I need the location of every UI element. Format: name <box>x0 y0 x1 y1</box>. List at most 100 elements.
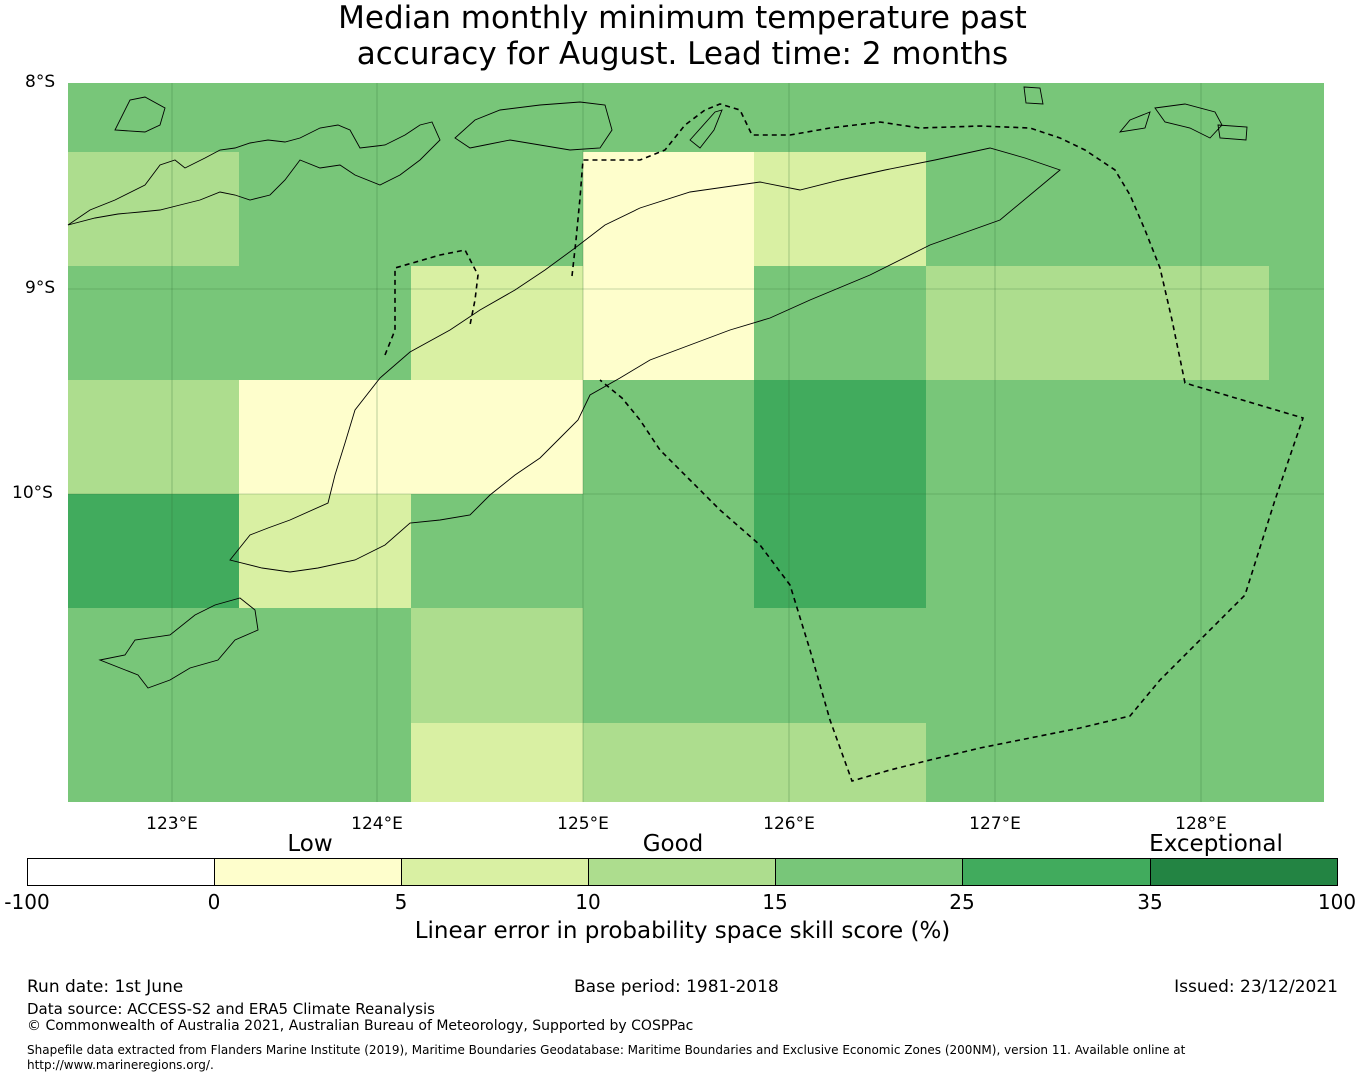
colorbar-segment-35-100 <box>1151 859 1337 885</box>
colorbar-tick-35: 35 <box>1137 890 1163 914</box>
data-source: Data source: ACCESS-S2 and ERA5 Climate … <box>27 1000 435 1018</box>
colorbar-segment-10-15 <box>589 859 776 885</box>
skill-cell <box>1098 723 1269 802</box>
skill-cell <box>926 494 1098 608</box>
lat-label-9s: 9°S <box>25 278 56 298</box>
colorbar-tick-25: 25 <box>949 890 975 914</box>
copyright-notice: © Commonwealth of Australia 2021, Austra… <box>27 1018 694 1034</box>
skill-cell <box>1269 608 1324 723</box>
skill-cell <box>239 266 411 380</box>
eez-boundary-west <box>571 103 1305 782</box>
skill-cell <box>411 608 583 723</box>
skill-cell <box>754 494 926 608</box>
timor-coastline <box>229 147 1061 573</box>
legend-category-low: Low <box>287 831 333 857</box>
skill-cell <box>1269 83 1324 152</box>
skill-cell <box>1098 152 1269 266</box>
colorbar-tick-0: 0 <box>207 890 221 914</box>
skill-cell <box>411 380 583 494</box>
lat-label-8s: 8°S <box>25 72 56 92</box>
lon-label-127e: 127°E <box>969 814 1021 834</box>
skill-cell <box>1269 266 1324 380</box>
skill-cell <box>68 608 239 723</box>
lon-label-128e: 128°E <box>1175 814 1227 834</box>
skill-cell <box>754 266 926 380</box>
skill-cell <box>239 83 411 152</box>
colorbar-tick-10: 10 <box>575 890 601 914</box>
skill-cell <box>754 380 926 494</box>
alor-coastline <box>454 101 613 151</box>
lon-label-123e: 123°E <box>146 814 198 834</box>
colorbar-segment-0-5 <box>215 859 402 885</box>
run-date: Run date: 1st June <box>27 977 184 997</box>
rote-coastline <box>98 597 259 689</box>
skill-cell <box>411 83 583 152</box>
colorbar-segment-5-10 <box>402 859 589 885</box>
skill-cell <box>1098 608 1269 723</box>
skill-cell <box>926 152 1098 266</box>
graticule <box>68 83 1324 802</box>
flores-coastline <box>67 121 441 226</box>
skill-cell <box>239 152 411 266</box>
skill-cell <box>926 380 1098 494</box>
skill-cell <box>239 494 411 608</box>
skill-cell <box>754 83 926 152</box>
eez-boundaries <box>384 103 1305 782</box>
skill-cell <box>68 83 239 152</box>
coastlines <box>67 86 1248 689</box>
skill-cell <box>583 152 754 266</box>
skill-cell <box>754 152 926 266</box>
oecusse-boundary <box>384 249 479 356</box>
skill-cell <box>583 723 754 802</box>
title-line-1: Median monthly minimum temperature past <box>338 0 1027 36</box>
lon-label-126e: 126°E <box>763 814 815 834</box>
title-line-2: accuracy for August. Lead time: 2 months <box>356 36 1009 72</box>
colorbar-tick-15: 15 <box>762 890 788 914</box>
skill-cell <box>1098 494 1269 608</box>
skill-cell <box>1269 494 1324 608</box>
lat-label-10s: 10°S <box>12 483 53 503</box>
skill-cell <box>239 608 411 723</box>
colorbar-segment-15-25 <box>776 859 963 885</box>
skill-grid <box>68 83 1324 802</box>
skill-cell <box>926 608 1098 723</box>
skill-cell <box>926 266 1098 380</box>
colorbar-tick-5: 5 <box>394 890 408 914</box>
colorbar-title: Linear error in probability space skill … <box>414 918 951 944</box>
issued-date: Issued: 23/12/2021 <box>1174 977 1338 997</box>
skill-cell <box>1098 380 1269 494</box>
solor-islands-coastline <box>114 86 1248 149</box>
skill-map <box>67 83 1324 802</box>
colorbar-segment-neg100-0 <box>28 859 215 885</box>
legend-category-exceptional: Exceptional <box>1149 831 1283 857</box>
skill-cell <box>68 380 239 494</box>
skill-cell <box>411 494 583 608</box>
skill-cell <box>68 266 239 380</box>
skill-cell <box>583 380 754 494</box>
skill-cell <box>754 608 926 723</box>
skill-cell <box>754 723 926 802</box>
skill-cell <box>239 723 411 802</box>
legend-category-good: Good <box>642 831 704 857</box>
colorbar-tick-100: 100 <box>1317 890 1357 914</box>
colorbar-segment-25-35 <box>963 859 1151 885</box>
skill-cell <box>926 83 1098 152</box>
skill-cell <box>1269 723 1324 802</box>
skill-cell <box>583 494 754 608</box>
skill-cell <box>68 494 239 608</box>
colorbar <box>27 858 1338 886</box>
lon-label-124e: 124°E <box>351 814 403 834</box>
map-title: Median monthly minimum temperature past … <box>0 0 1365 72</box>
skill-cell <box>926 723 1098 802</box>
skill-cell <box>239 380 411 494</box>
shapefile-note: Shapefile data extracted from Flanders M… <box>27 1043 1186 1072</box>
skill-cell <box>1098 266 1269 380</box>
colorbar-tick-neg100: -100 <box>4 890 50 914</box>
skill-cell <box>411 723 583 802</box>
skill-cell <box>583 266 754 380</box>
base-period: Base period: 1981-2018 <box>574 977 779 997</box>
skill-cell <box>583 608 754 723</box>
skill-cell <box>1098 83 1269 152</box>
skill-cell <box>411 152 583 266</box>
skill-cell <box>68 152 239 266</box>
